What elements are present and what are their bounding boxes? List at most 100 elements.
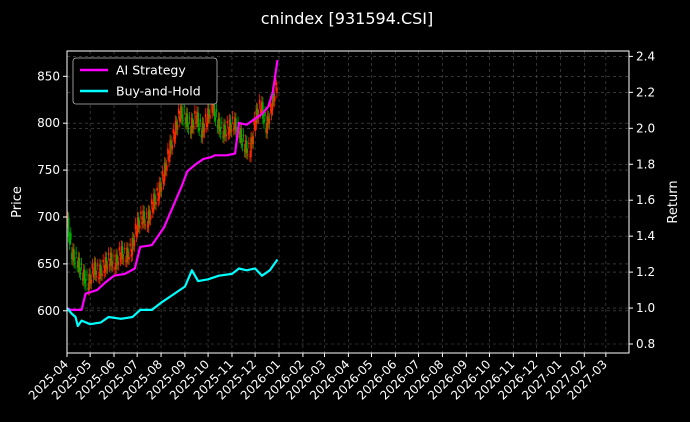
- y-left-tick-label: 600: [37, 304, 60, 318]
- y-right-tick-label: 2.0: [636, 121, 655, 135]
- candle-body: [134, 223, 137, 230]
- candle-body: [71, 252, 73, 260]
- candle-body: [84, 270, 86, 284]
- candle-body: [184, 122, 186, 124]
- candle-body: [101, 273, 103, 276]
- candle-body: [258, 99, 261, 104]
- candle-body: [273, 96, 276, 102]
- candle-body: [90, 279, 93, 284]
- candle-body: [163, 162, 166, 181]
- candle-body: [240, 128, 243, 143]
- candle-body: [185, 112, 188, 125]
- candle-body: [171, 144, 174, 150]
- candle-body: [213, 101, 216, 117]
- candle-body: [77, 257, 80, 268]
- candle-body: [161, 171, 164, 176]
- y-left-tick-label: 850: [37, 69, 60, 83]
- candle-body: [202, 123, 205, 132]
- candle-body: [88, 273, 90, 291]
- candle-body: [225, 134, 227, 137]
- candle-body: [114, 268, 116, 270]
- candle-body: [112, 266, 114, 268]
- candle-body: [255, 108, 258, 125]
- candle-body: [136, 217, 139, 233]
- candle-body: [81, 278, 84, 280]
- y-axis-right-label: Return: [666, 180, 681, 223]
- candle-body: [141, 221, 143, 225]
- candle-body: [127, 248, 129, 259]
- candle-body: [89, 274, 92, 283]
- candle-body: [167, 148, 169, 155]
- candle-body: [262, 102, 264, 119]
- candle-body: [261, 101, 263, 111]
- candle-body: [154, 194, 156, 204]
- y-right-tick-label: 1.2: [636, 265, 655, 279]
- candle-body: [256, 109, 259, 118]
- candle-body: [196, 111, 198, 122]
- y-right-tick-label: 1.6: [636, 193, 655, 207]
- candle-body: [123, 248, 126, 250]
- candle-body: [139, 225, 141, 229]
- y-axis-left: 600 650 700 750 800 850: [37, 69, 67, 318]
- candle-body: [133, 240, 136, 247]
- y-right-tick-label: 0.8: [636, 337, 655, 351]
- candle-body: [121, 246, 124, 259]
- candle-body: [158, 182, 161, 200]
- candle-body: [68, 237, 71, 245]
- candle-body: [245, 141, 248, 154]
- y-left-tick-label: 700: [37, 210, 60, 224]
- candle-body: [180, 105, 182, 118]
- candle-body: [221, 122, 223, 124]
- candle-body: [95, 276, 98, 278]
- candle-body: [249, 156, 251, 158]
- candle-body: [228, 119, 231, 134]
- candle-body: [69, 232, 72, 240]
- legend-box: [72, 57, 218, 105]
- y-axis-left-label: Price: [10, 186, 25, 218]
- candle-body: [223, 124, 225, 139]
- candle-body: [169, 140, 171, 157]
- candle-body: [80, 263, 83, 266]
- candle-body: [126, 247, 128, 263]
- candle-body: [187, 127, 190, 129]
- y-left-tick-label: 800: [37, 116, 60, 130]
- candle-body: [270, 109, 273, 115]
- candle-body: [182, 120, 184, 122]
- return-lines: [66, 59, 279, 328]
- candle-body: [164, 163, 167, 171]
- candle-body: [130, 254, 133, 257]
- candle-body: [73, 249, 75, 263]
- y-right-tick-label: 1.8: [636, 157, 655, 171]
- candle-body: [216, 125, 219, 128]
- y-right-tick-label: 2.2: [636, 85, 655, 99]
- candle-body: [263, 119, 265, 124]
- candle-body: [96, 264, 99, 266]
- candle-body: [189, 131, 192, 133]
- candle-body: [250, 137, 252, 157]
- candle-body: [72, 248, 74, 261]
- candle-body: [239, 127, 242, 139]
- candle-body: [193, 125, 195, 129]
- candle-body: [168, 156, 170, 162]
- candle-body: [113, 255, 115, 257]
- candle-body: [244, 140, 247, 153]
- candle-body: [269, 101, 272, 108]
- candle-body: [100, 265, 102, 275]
- candle-body: [265, 128, 267, 133]
- candle-body: [122, 259, 125, 261]
- candle-body: [208, 109, 210, 118]
- candle-body: [212, 100, 215, 111]
- candle-body: [227, 132, 230, 135]
- candle-body: [272, 93, 275, 101]
- candle-body: [147, 210, 150, 228]
- candle-body: [104, 256, 107, 272]
- candle-body: [159, 183, 162, 191]
- candle-body: [135, 231, 138, 237]
- candle-body: [231, 116, 234, 119]
- candle-body: [266, 115, 269, 134]
- y-left-tick-label: 650: [37, 257, 60, 271]
- candle-body: [241, 143, 244, 146]
- candle-body: [203, 128, 206, 133]
- candle-body: [217, 117, 220, 129]
